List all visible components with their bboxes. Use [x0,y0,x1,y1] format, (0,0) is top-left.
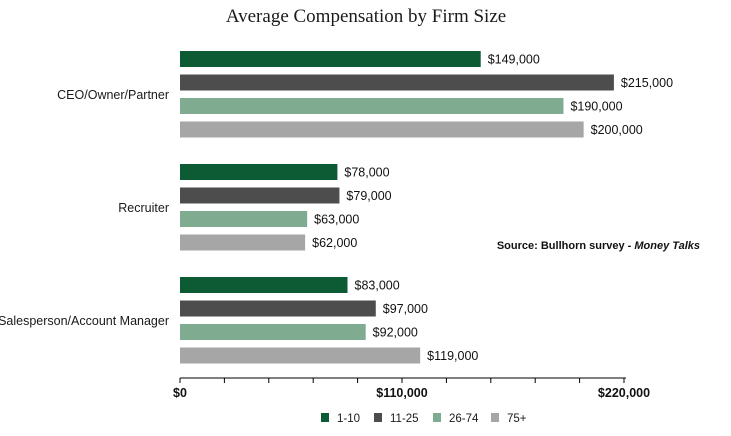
bar [180,74,614,91]
data-label: $63,000 [314,213,359,227]
x-tick-label: $0 [173,386,187,400]
source-prefix: Source: Bullhorn survey - [497,240,635,252]
bars: $149,000 $215,000 $190,000 $200,000 $78,000 $… [180,51,673,364]
data-label: $79,000 [346,189,391,203]
legend-label: 26-74 [449,413,479,425]
legend-label: 1-10 [337,413,360,425]
legend: 1-10 11-25 26-74 75+ [321,413,527,425]
source-emphasis: Money Talks [634,240,700,252]
legend-swatch [374,413,382,422]
category-label: Salesperson/Account Manager [0,314,169,328]
data-label: $62,000 [312,236,357,250]
legend-label: 75+ [507,413,527,425]
bar [180,51,481,67]
legend-swatch [433,413,441,422]
x-tick-label: $110,000 [376,386,427,400]
bar [180,121,584,138]
data-label: $200,000 [591,123,643,137]
bar [180,187,340,204]
bar [180,211,308,227]
category-label: CEO/Owner/Partner [57,88,169,102]
legend-label: 11-25 [390,413,419,425]
category-labels: CEO/Owner/Partner Recruiter Salesperson/Ac… [0,88,169,328]
data-label: $215,000 [621,76,673,90]
data-label: $97,000 [383,302,428,316]
data-label: $190,000 [570,100,622,114]
x-tick-label: $220,000 [598,386,650,400]
legend-swatch [491,413,499,422]
bar [180,164,338,180]
data-label: $78,000 [344,166,389,180]
bar [180,324,366,340]
bar [180,300,376,317]
data-label: $83,000 [355,279,400,293]
category-label: Recruiter [118,201,169,215]
x-axis: $0 $110,000 $220,000 [173,377,650,400]
data-label: $119,000 [427,349,478,363]
data-label: $149,000 [488,53,540,67]
chart-title: Average Compensation by Firm Size [226,6,506,27]
legend-swatch [321,413,329,422]
bar [180,347,421,364]
source-note: Source: Bullhorn survey - Money Talks [497,240,700,252]
bar [180,234,306,251]
bar [180,98,564,114]
bar [180,277,348,293]
data-label: $92,000 [373,326,418,340]
